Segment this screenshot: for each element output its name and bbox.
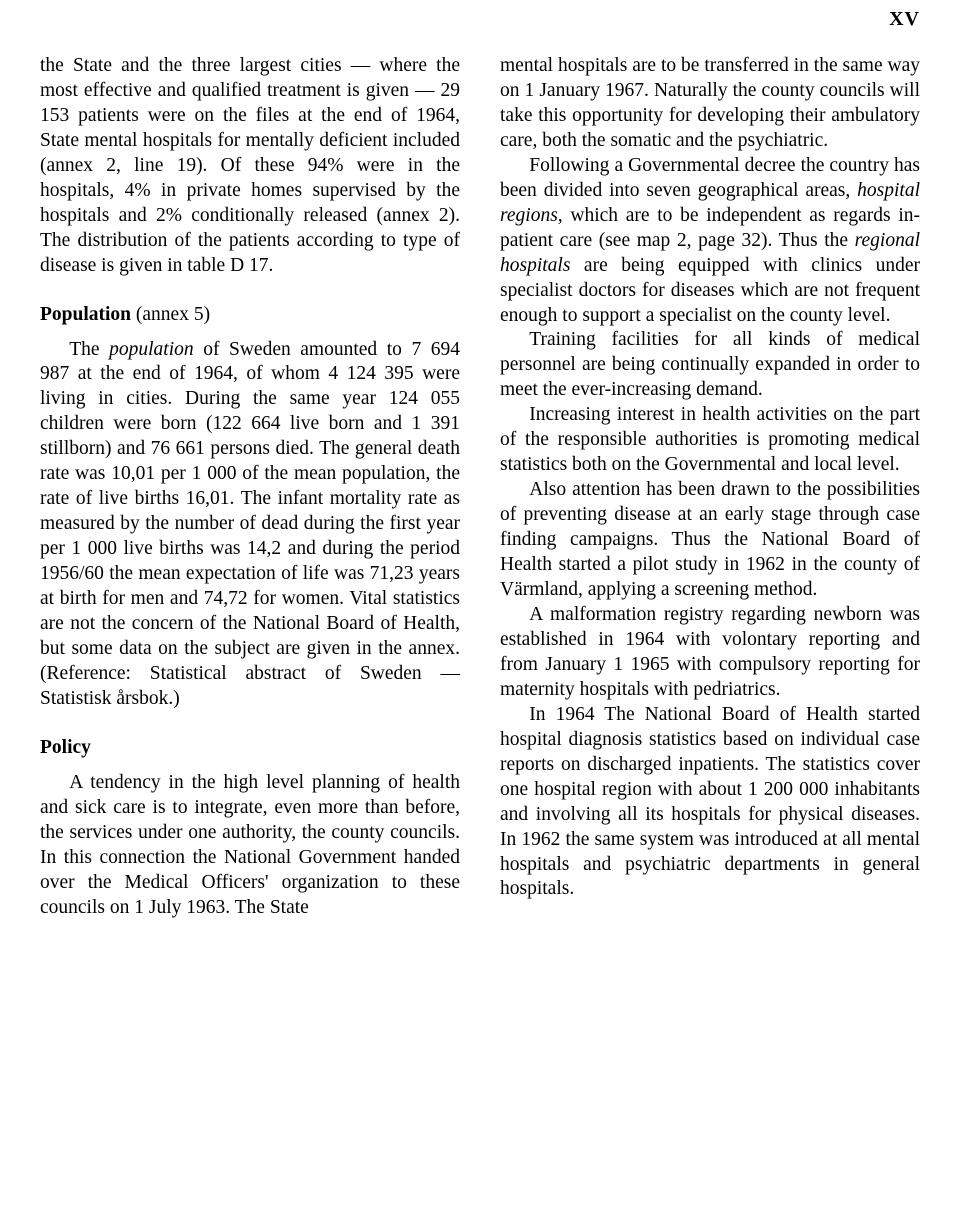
right-paragraph-5: Also attention has been drawn to the pos… (500, 478, 920, 603)
right-paragraph-2: Following a Governmental decree the coun… (500, 154, 920, 329)
left-column: the State and the three largest cities —… (40, 54, 460, 921)
left-p2-post: of Sweden amounted to 7 694 987 at the e… (40, 339, 460, 709)
right-paragraph-4: Increasing interest in health activities… (500, 403, 920, 478)
heading-population: Population (annex 5) (40, 303, 460, 328)
left-paragraph-3: A tendency in the high level planning of… (40, 771, 460, 921)
heading-population-annex: (annex 5) (131, 304, 210, 325)
right-paragraph-3: Training facilities for all kinds of med… (500, 328, 920, 403)
right-paragraph-7: In 1964 The National Board of Health sta… (500, 703, 920, 903)
heading-policy: Policy (40, 736, 460, 761)
left-p2-pre: The (69, 339, 109, 360)
left-paragraph-1: the State and the three largest cities —… (40, 54, 460, 279)
right-paragraph-1: mental hospitals are to be transferred i… (500, 54, 920, 154)
left-p2-italic: population (109, 339, 194, 360)
right-paragraph-6: A malformation registry regarding newbor… (500, 603, 920, 703)
text-columns: the State and the three largest cities —… (40, 54, 920, 921)
left-paragraph-2: The population of Sweden amounted to 7 6… (40, 338, 460, 712)
right-column: mental hospitals are to be transferred i… (500, 54, 920, 921)
heading-population-label: Population (40, 304, 131, 325)
page-number: XV (889, 8, 920, 31)
document-page: XV the State and the three largest citie… (0, 0, 960, 1223)
